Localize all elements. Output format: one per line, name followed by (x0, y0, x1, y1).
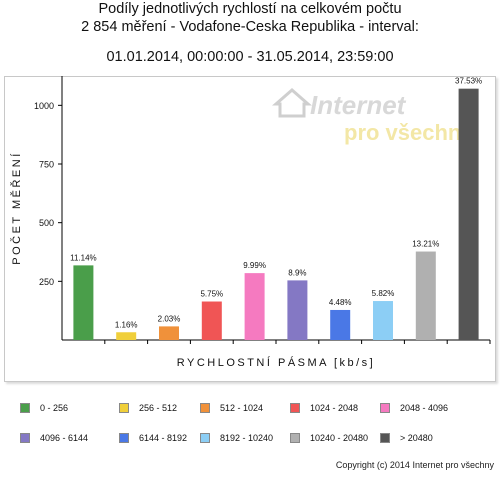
bar-value-label: 5.82% (372, 289, 395, 298)
bar-value-label: 13.21% (412, 240, 439, 249)
legend-label: 4096 - 6144 (40, 433, 89, 443)
legend-label: 1024 - 2048 (310, 403, 359, 413)
chart-title-line2: 2 854 měření - Vodafone-Ceska Republika … (81, 19, 419, 35)
legend-label: 10240 - 20480 (310, 433, 369, 443)
y-tick-label: 750 (39, 160, 54, 170)
bar-value-label: 37.53% (455, 77, 482, 86)
bar-value-label: 9.99% (243, 261, 266, 270)
watermark-line2: pro všechny (344, 120, 474, 145)
bar-value-label: 2.03% (158, 314, 181, 323)
legend-label: 6144 - 8192 (139, 433, 188, 443)
bar (287, 280, 308, 340)
chart-title-line3: 01.01.2014, 00:00:00 - 31.05.2014, 23:59… (106, 49, 394, 65)
bar (73, 265, 94, 340)
legend: 0 - 256 256 - 512 512 - 1024 1024 - 2048 204… (0, 390, 500, 450)
copyright-text: Copyright (c) 2014 Internet pro všechny (335, 460, 494, 470)
bar-value-label: 8.9% (288, 268, 306, 277)
watermark-line1: Internet (310, 90, 407, 120)
chart-title-line1: Podíly jednotlivých rychlostí na celkové… (98, 1, 402, 17)
bar (244, 273, 265, 340)
legend-swatch (380, 433, 390, 443)
bar-value-label: 1.16% (115, 320, 138, 329)
legend-label: 8192 - 10240 (220, 433, 274, 443)
y-tick-label: 500 (39, 218, 54, 228)
legend-label: 0 - 256 (40, 403, 69, 413)
data-labels: 11.14% 1.16% 2.03% 5.75% 9.99% 8.9% 4.48% 5.82%… (70, 77, 482, 330)
bar-value-label: 5.75% (200, 290, 223, 299)
bar-chart: Internet pro všechny 250 500 750 1000 11.14… (10, 76, 491, 369)
y-tick-label: 250 (39, 277, 54, 287)
watermark-logo: Internet pro všechny (272, 88, 474, 145)
legend-swatch (290, 433, 300, 443)
bar (201, 301, 222, 340)
bar (330, 309, 351, 340)
bar-value-label: 4.48% (329, 298, 352, 307)
legend-label: 2048 - 4096 (400, 403, 449, 413)
bar (116, 332, 137, 340)
x-axis-label: RYCHLOSTNÍ PÁSMA [kb/s] (177, 356, 376, 369)
bar (159, 326, 179, 340)
legend-swatch (119, 433, 129, 443)
legend-swatch (20, 433, 30, 443)
bar (458, 88, 479, 340)
house-icon (272, 88, 312, 118)
bar (373, 301, 393, 340)
legend-swatch (290, 403, 300, 413)
y-tick-label: 1000 (34, 101, 54, 111)
legend-swatch (119, 403, 129, 413)
bars (73, 88, 479, 340)
legend-swatch (20, 403, 30, 413)
legend-label: 512 - 1024 (220, 403, 264, 413)
legend-label: > 20480 (400, 433, 433, 443)
legend-swatch (200, 403, 210, 413)
y-axis-label: POČET MĚŘENÍ (10, 151, 23, 265)
bar (415, 251, 436, 340)
bar-value-label: 11.14% (70, 253, 97, 262)
legend-swatch (380, 403, 390, 413)
legend-label: 256 - 512 (139, 403, 178, 413)
legend-swatch (200, 433, 210, 443)
